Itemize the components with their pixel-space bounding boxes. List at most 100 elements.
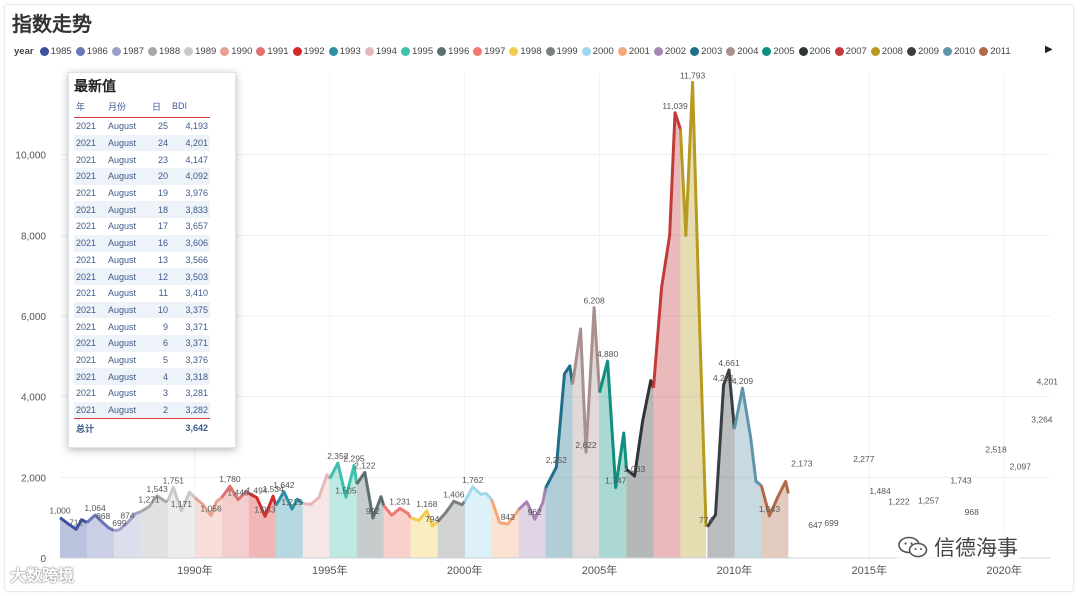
table-cell: August [106, 334, 150, 352]
table-cell: 2021 [76, 388, 97, 399]
legend-item-1995[interactable]: 1995 [400, 46, 433, 57]
legend-item-2008[interactable]: 2008 [870, 46, 903, 57]
col-header-year[interactable]: 年 [74, 95, 106, 118]
legend-item-1985[interactable]: 1985 [39, 46, 72, 57]
area-1993 [275, 491, 303, 558]
legend-item-2005[interactable]: 2005 [762, 45, 795, 57]
legend-dot-icon [870, 46, 880, 56]
legend-item-label: 1989 [195, 45, 217, 57]
line-1986 [85, 513, 115, 532]
table-cell: 3,375 [170, 301, 210, 319]
legend-dot-icon [906, 46, 916, 56]
data-label: 1,257 [918, 495, 940, 505]
legend-dot-icon [220, 46, 230, 56]
page-title: 指数走势 [12, 14, 92, 36]
line-2005 [598, 359, 628, 490]
col-header-day[interactable]: 日 [150, 95, 170, 118]
data-label: 1,406 [443, 489, 465, 499]
table-cell: August [106, 268, 150, 285]
area-2009 [707, 370, 735, 558]
legend-item-1996[interactable]: 1996 [437, 46, 469, 57]
x-tick-label: 2010年 [717, 563, 752, 577]
legend-item-1992[interactable]: 1992 [292, 46, 325, 57]
table-cell: 16 [150, 234, 170, 252]
line-2009 [706, 368, 736, 528]
data-label: 712 [69, 517, 83, 527]
legend-dot-icon [545, 46, 555, 56]
legend-item-2009[interactable]: 2009 [906, 46, 939, 57]
table-cell: 4,147 [185, 154, 208, 165]
data-label: 1,780 [219, 474, 241, 484]
data-label: 2,518 [985, 444, 1007, 454]
legend-dot-icon [437, 46, 447, 56]
legend-item-1990[interactable]: 1990 [220, 46, 252, 57]
x-tick-label: 2005年 [582, 563, 617, 577]
legend-item-1991[interactable]: 1991 [256, 46, 289, 57]
legend-item-1987[interactable]: 1987 [111, 45, 144, 57]
table-cell: August [108, 388, 137, 399]
data-label: 647 [808, 520, 822, 530]
table-cell: 3,281 [185, 388, 208, 399]
table-row: 2021 August 5 3,376 [74, 352, 210, 369]
area-1996 [356, 472, 384, 558]
y-tick-label: 4,000 [21, 393, 46, 404]
legend-dot-icon [147, 46, 157, 56]
data-label: 868 [96, 511, 110, 521]
legend-item-2004[interactable]: 2004 [726, 46, 758, 57]
table-cell: 9 [162, 321, 168, 332]
legend-item-2006[interactable]: 2006 [798, 46, 831, 57]
data-label: 1,033 [254, 504, 276, 514]
legend-item-2002[interactable]: 2002 [653, 46, 686, 57]
data-label: 1,762 [462, 475, 484, 485]
line-1997 [382, 504, 412, 519]
data-label: 2,352 [327, 451, 349, 461]
legend-item-1988[interactable]: 1988 [147, 46, 180, 57]
legend-item-label: 1987 [122, 45, 144, 57]
legend-item-label: 2004 [737, 45, 759, 57]
area-1991 [221, 486, 249, 558]
legend-item-2001[interactable]: 2001 [617, 46, 650, 57]
table-cell: 11 [158, 288, 168, 299]
legend-item-2003[interactable]: 2003 [690, 46, 722, 57]
table-row: 2021 August 10 3,375 [74, 301, 210, 319]
legend-item-2010[interactable]: 2010 [943, 46, 975, 57]
line-2001 [490, 499, 520, 526]
table-cell: August [108, 254, 137, 265]
legend-item-2007[interactable]: 2007 [834, 46, 867, 57]
legend-item-label: 1998 [520, 45, 542, 57]
data-label: 11,039 [662, 101, 688, 111]
area-2006 [626, 380, 654, 558]
data-label: 1,484 [869, 486, 891, 496]
line-1991 [220, 484, 250, 502]
legend-item-label: 2005 [773, 45, 795, 57]
table-row: 2021 August 13 3,566 [74, 252, 210, 269]
legend-item-1994[interactable]: 1994 [364, 46, 397, 57]
legend-item-1986[interactable]: 1986 [75, 46, 108, 57]
legend-item-1997[interactable]: 1997 [473, 46, 505, 57]
legend-dot-icon [256, 46, 266, 56]
area-2002 [518, 488, 546, 558]
legend-item-2000[interactable]: 2000 [581, 46, 614, 57]
line-2003 [544, 364, 575, 489]
data-label: 4,201 [1037, 377, 1059, 387]
legend-next-button[interactable]: ▶ [1045, 44, 1053, 55]
table-cell: 2021 [74, 234, 106, 252]
legend-item-1993[interactable]: 1993 [328, 46, 361, 57]
table-cell: 3,657 [185, 221, 208, 232]
data-label: 1,747 [605, 476, 627, 486]
table-cell: 2021 [74, 301, 106, 319]
table-cell: August [106, 401, 150, 419]
legend-item-1989[interactable]: 1989 [184, 46, 216, 57]
data-label: 794 [425, 514, 439, 524]
col-header-month[interactable]: 月份 [106, 95, 150, 118]
table-cell: 2021 [76, 288, 97, 299]
line-2004 [571, 306, 602, 454]
legend-item-1999[interactable]: 1999 [545, 46, 578, 57]
legend-dot-icon [111, 46, 121, 56]
legend-item-1998[interactable]: 1998 [509, 45, 542, 57]
table-cell: 2021 [76, 121, 97, 132]
col-header-bdi[interactable]: BDI [170, 95, 210, 118]
legend-item-2011[interactable]: 2011 [979, 46, 1011, 57]
table-cell: August [108, 221, 137, 232]
